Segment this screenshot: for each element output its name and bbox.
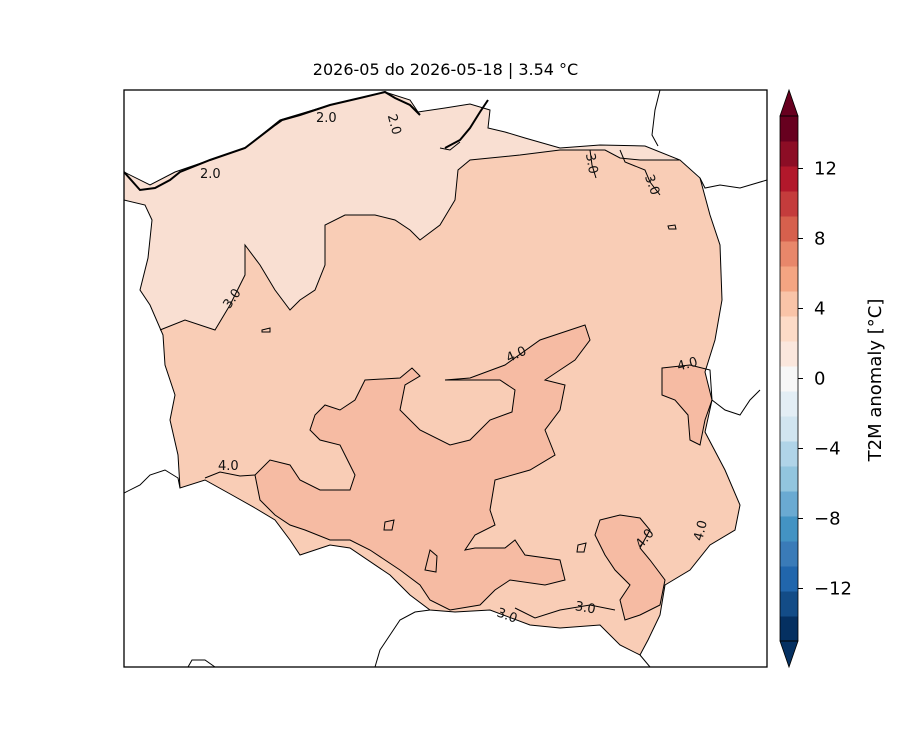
colorbar-segment [780, 166, 798, 192]
colorbar-segment [780, 416, 798, 442]
contour-lines [159, 141, 713, 621]
colorbar: 12 8 4 0 −4 −8 −12 T2M anomaly [°C] [779, 88, 886, 669]
contour-label: 4.0 [218, 459, 239, 474]
contour-label: 2.0 [200, 167, 221, 182]
colorbar-segment [780, 116, 798, 142]
contour-small-1 [424, 549, 438, 573]
border-russia-lithuania [651, 90, 661, 147]
colorbar-segment [780, 141, 798, 167]
colorbar-segment [780, 216, 798, 242]
colorbar-segment [780, 441, 798, 467]
contour-label: 3.0 [495, 606, 520, 627]
contour-4-0-central [254, 324, 591, 611]
colorbar-tick-label: 12 [814, 159, 837, 180]
contour-small-4 [261, 327, 271, 333]
contour-3-0-north [159, 149, 680, 331]
contour-small-2 [383, 519, 395, 531]
colorbar-extend-top [779, 88, 799, 117]
border-czech-slovakia [374, 609, 431, 667]
colorbar-segment [780, 541, 798, 567]
colorbar-segment [780, 241, 798, 267]
colorbar-label: T2M anomaly [°C] [865, 299, 886, 463]
contour-label: 3.0 [641, 173, 662, 198]
colorbar-segment [780, 491, 798, 517]
colorbar-segment [780, 266, 798, 292]
contour-label: 3.0 [574, 599, 597, 617]
border-belarus-ukraine [711, 389, 761, 416]
colorbar-ticks: 12 8 4 0 −4 −8 −12 [798, 159, 852, 600]
coastline [124, 90, 489, 192]
colorbar-segment [780, 366, 798, 392]
neighbour-borders [124, 90, 767, 667]
contour-3-0-ne-a [589, 149, 597, 179]
contour-4-0-east [661, 364, 713, 446]
colorbar-segment [780, 516, 798, 542]
contour-label: 3.0 [582, 152, 600, 175]
contour-3-0-ne-b [619, 149, 661, 196]
map-title: 2026-05 do 2026-05-18 | 3.54 °C [312, 60, 579, 79]
contour-labels: 2.0 2.0 2.0 3.0 3.0 3.0 4.0 4.0 4.0 4.0 … [200, 111, 711, 627]
colorbar-segment [780, 341, 798, 367]
fill-level-4-5-southeast [595, 515, 665, 620]
contour-label: 2.0 [316, 111, 337, 126]
colorbar-tick-label: 4 [814, 299, 825, 320]
contour-label: 2.0 [384, 113, 404, 137]
map-axes-frame [123, 89, 768, 668]
colorbar-segment [780, 391, 798, 417]
contour-small-5 [667, 224, 677, 230]
colorbar-tick-label: −8 [814, 509, 841, 530]
colorbar-segment [780, 616, 798, 642]
colorbar-segments [780, 116, 798, 642]
contour-label: 4.0 [691, 519, 711, 543]
colorbar-tick-label: 0 [814, 369, 825, 390]
colorbar-tick-label: −4 [814, 439, 841, 460]
colorbar-segment [780, 566, 798, 592]
border-ukraine-slovakia [639, 654, 651, 667]
fill-level-4-5-east [662, 365, 712, 445]
contour-4-0-southeast [594, 514, 666, 621]
colorbar-segment [780, 191, 798, 217]
colorbar-tick-label: −12 [814, 579, 852, 600]
contour-2-0-north [439, 141, 461, 151]
contour-label: 4.0 [676, 355, 700, 375]
contour-small-3 [576, 542, 587, 553]
colorbar-segment [780, 316, 798, 342]
colorbar-segment [780, 291, 798, 317]
colorbar-tick-label: 8 [814, 229, 825, 250]
border-czech-austria [187, 659, 216, 667]
border-lithuania-belarus [699, 177, 767, 189]
contour-4-0-southwest [204, 471, 256, 479]
colorbar-segment [780, 591, 798, 617]
fill-level-4-5-central [255, 325, 590, 610]
poland-border [124, 91, 741, 656]
border-germany-czech [124, 469, 181, 494]
contour-3-0-south [514, 604, 616, 619]
colorbar-extend-bottom [779, 640, 799, 669]
colorbar-segment [780, 466, 798, 492]
